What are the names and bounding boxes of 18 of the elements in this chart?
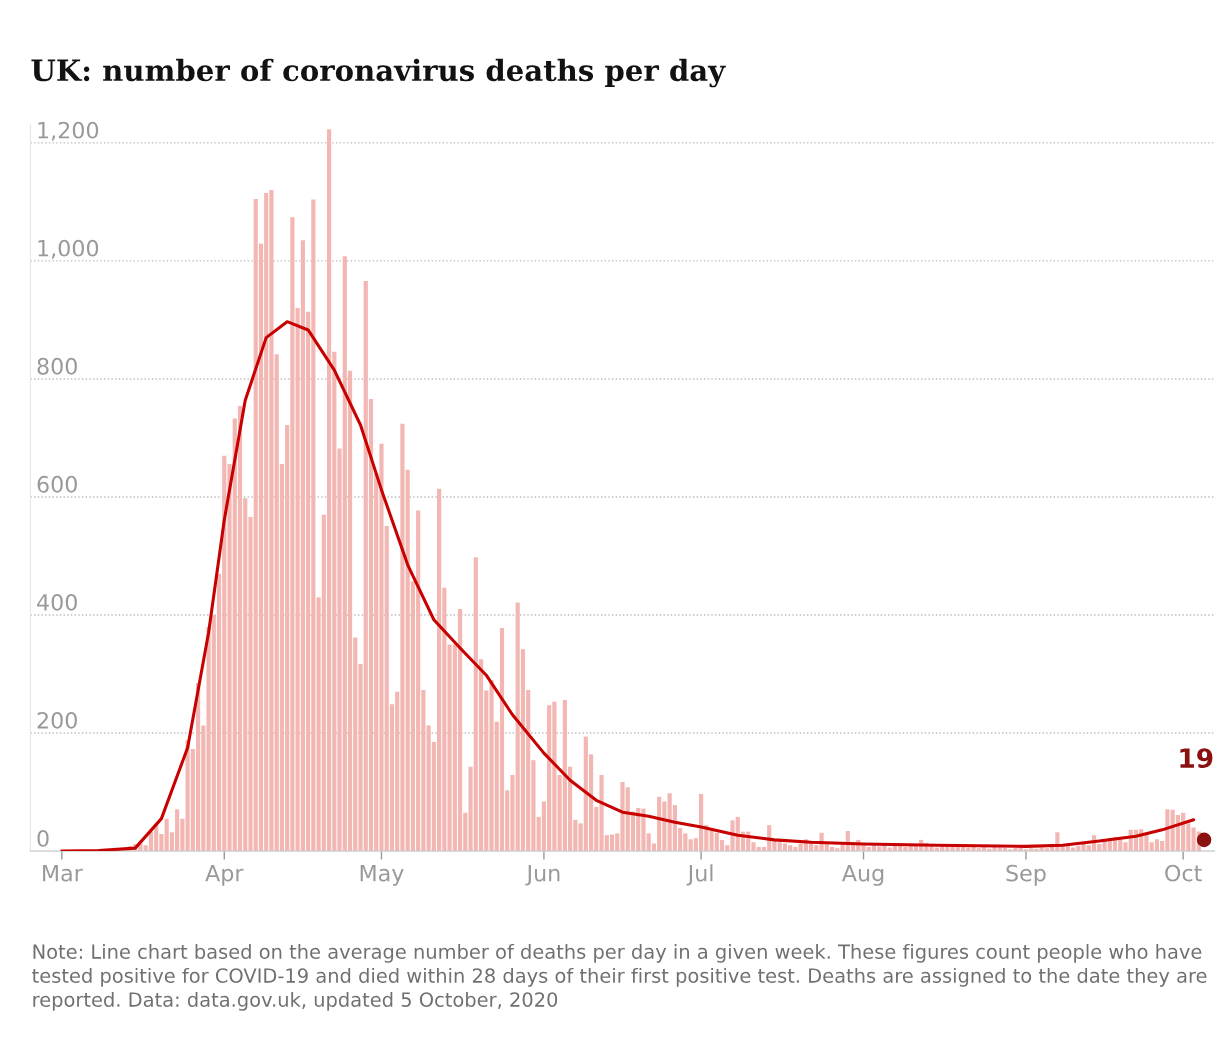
y-tick-label: 600 xyxy=(37,475,77,493)
y-tick-label: 400 xyxy=(37,593,77,611)
y-tick-label: 800 xyxy=(37,357,77,375)
x-tick-label: May xyxy=(360,864,404,886)
x-tick-label: Oct xyxy=(1165,864,1202,882)
y-tick-label: 1,200 xyxy=(38,121,99,141)
y-tick-label: 1,000 xyxy=(38,239,99,259)
x-tick-label: Mar xyxy=(43,864,83,882)
x-tick-label: Sep xyxy=(1006,864,1046,886)
data-label: 19 xyxy=(1180,748,1213,769)
x-tick-label: Apr xyxy=(205,864,244,886)
y-tick-label: 0 xyxy=(37,829,49,847)
x-tick-label: Aug xyxy=(841,864,884,886)
x-tick-label: Jul xyxy=(686,864,713,886)
x-tick-label: Jun xyxy=(525,864,560,886)
y-tick-label: 200 xyxy=(37,711,77,729)
chart-title: UK: number of coronavirus deaths per day xyxy=(31,58,726,88)
text: Note: Line chart based on the average number of deaths per day in a given week. These figures count people who have tested positive for COVID-19 and died within 28 days of their first positive test. Deaths are assigned to the date they are reported. Data: data.gov.uk, updated 5 October, 2020 xyxy=(32,943,1207,1011)
